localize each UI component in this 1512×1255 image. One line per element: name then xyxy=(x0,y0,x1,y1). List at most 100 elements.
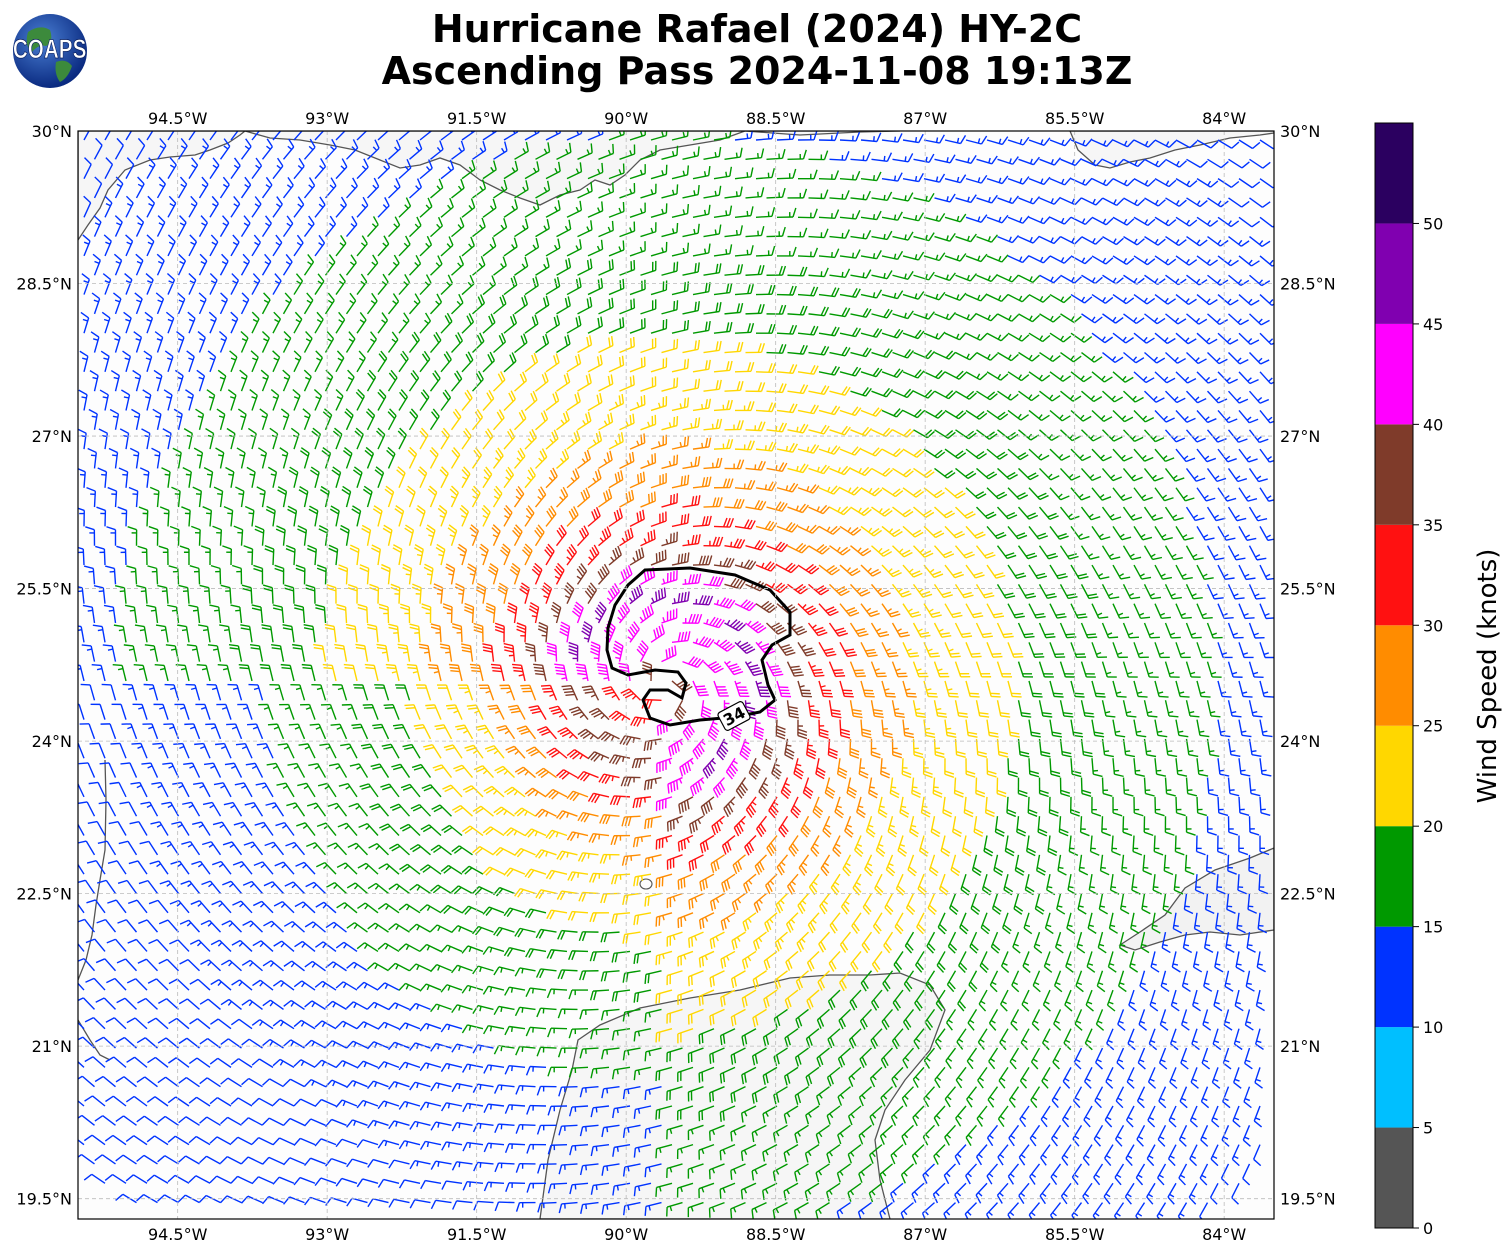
barb-shaft xyxy=(829,197,846,200)
wind-barb xyxy=(524,131,540,141)
barb-feather xyxy=(417,139,423,150)
barb-feather xyxy=(813,169,818,179)
wind-barb xyxy=(188,131,197,141)
wind-barb xyxy=(1007,176,1030,185)
barb-feather xyxy=(601,131,604,134)
wind-barb xyxy=(766,187,786,199)
barb-feather xyxy=(601,162,604,173)
barb-shaft xyxy=(619,153,635,160)
wind-barb xyxy=(556,181,572,199)
barb-shaft xyxy=(93,144,103,160)
barb-half-feather xyxy=(904,195,907,201)
barb-half-feather xyxy=(238,492,244,496)
barb-feather xyxy=(1210,180,1219,188)
barb-shaft xyxy=(661,193,678,199)
barb-half-feather xyxy=(500,186,505,192)
barb-feather xyxy=(739,186,743,197)
barb-half-feather xyxy=(266,145,271,150)
barb-shaft xyxy=(1049,139,1066,147)
barb-feather xyxy=(673,378,676,388)
wind-barb xyxy=(1007,136,1030,146)
barb-shaft xyxy=(125,510,128,527)
barb-half-feather xyxy=(217,493,223,496)
barb-shaft xyxy=(839,177,857,181)
barb-shaft xyxy=(734,137,751,141)
barb-shaft xyxy=(818,177,836,181)
barb-feather xyxy=(802,188,808,199)
barb-feather xyxy=(918,172,924,182)
barb-shaft xyxy=(619,191,635,199)
barb-shaft xyxy=(839,139,857,142)
barb-shaft xyxy=(577,152,593,160)
barb-shaft xyxy=(419,131,433,141)
barb-feather xyxy=(449,159,455,169)
barb-half-feather xyxy=(618,169,622,175)
barb-shaft xyxy=(1070,178,1086,186)
barb-half-feather xyxy=(576,131,580,135)
barb-feather xyxy=(760,148,765,158)
barb-half-feather xyxy=(555,131,559,135)
barb-shaft xyxy=(114,183,124,199)
barb-shaft xyxy=(724,156,741,161)
barb-half-feather xyxy=(639,131,643,137)
barb-feather xyxy=(771,131,775,139)
barb-shaft xyxy=(282,146,295,160)
barb-feather xyxy=(386,121,390,130)
barb-feather xyxy=(1241,161,1250,169)
barb-feather xyxy=(729,131,732,138)
wind-barb xyxy=(104,131,111,141)
wind-barb xyxy=(324,138,337,160)
barb-half-feather xyxy=(169,164,175,169)
wind-barb xyxy=(135,176,145,199)
barb-feather xyxy=(676,261,679,272)
barb-shaft xyxy=(503,169,518,180)
barb-half-feather xyxy=(586,149,590,155)
wind-barb xyxy=(661,145,679,160)
wind-barb xyxy=(1238,178,1261,189)
barb-half-feather xyxy=(735,191,738,197)
barb-half-feather xyxy=(1092,159,1096,165)
barb-feather xyxy=(503,179,508,190)
wind-barb xyxy=(430,140,444,160)
barb-half-feather xyxy=(703,248,707,254)
barb-half-feather xyxy=(255,164,261,169)
barb-feather xyxy=(148,157,156,166)
barb-feather xyxy=(1168,140,1177,148)
barb-feather xyxy=(214,119,220,127)
barb-half-feather xyxy=(213,127,217,130)
barb-half-feather xyxy=(212,164,218,169)
barb-half-feather xyxy=(988,157,991,164)
barb-half-feather xyxy=(1103,140,1107,146)
barb-shaft xyxy=(125,131,133,141)
barb-half-feather xyxy=(206,473,213,476)
wind-barb xyxy=(440,159,455,180)
wind-barb xyxy=(430,178,444,199)
barb-feather xyxy=(84,157,92,165)
wind-barb xyxy=(282,138,295,160)
barb-feather xyxy=(1085,138,1093,147)
barb-feather xyxy=(95,137,103,146)
wind-barb xyxy=(545,161,561,180)
barb-feather xyxy=(686,319,690,330)
barb-shaft xyxy=(902,177,919,183)
barb-shaft xyxy=(1028,177,1045,186)
barb-feather xyxy=(813,131,818,141)
coaps-logo: COAPS xyxy=(13,14,87,88)
wind-barb xyxy=(902,172,924,183)
barb-feather xyxy=(1147,179,1156,187)
barb-shaft xyxy=(1175,178,1191,188)
wind-barb xyxy=(682,146,700,161)
barb-half-feather xyxy=(1176,160,1180,166)
barb-feather xyxy=(257,120,262,128)
barb-half-feather xyxy=(235,127,239,130)
barb-feather xyxy=(1022,176,1030,185)
barb-shaft xyxy=(125,164,135,179)
wind-barb xyxy=(345,139,359,160)
wind-barb xyxy=(692,131,711,141)
barb-feather xyxy=(855,131,861,142)
barb-half-feather xyxy=(164,473,170,476)
barb-shaft xyxy=(724,389,741,392)
barb-shaft xyxy=(83,164,92,179)
wind-barb xyxy=(608,131,625,141)
